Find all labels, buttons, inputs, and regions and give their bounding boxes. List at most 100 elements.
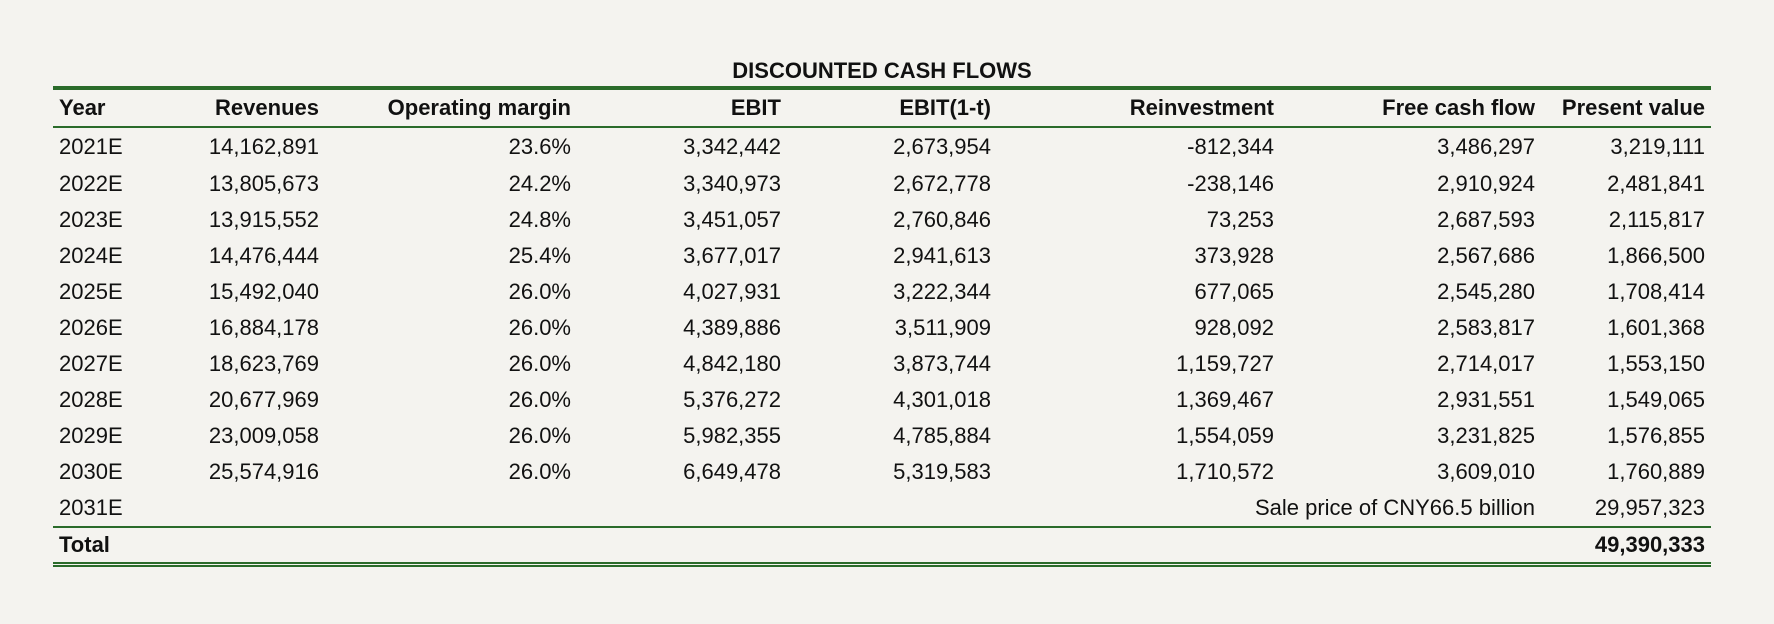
sale-price-row: 2031E Sale price of CNY66.5 billion 29,9…	[53, 490, 1711, 527]
present-value-cell: 2,115,817	[1608, 207, 1705, 232]
present-value-cell: 3,219,111	[1610, 134, 1705, 159]
year-cell: 2023E	[59, 207, 123, 232]
operating-margin-cell: 26.0%	[508, 315, 571, 340]
table-row: 2027E 18,623,769 26.0% 4,842,180 3,873,744 1,…	[53, 346, 1711, 382]
revenues-cell: 13,915,552	[208, 207, 319, 232]
ebit-after-tax-cell: 4,785,884	[893, 423, 991, 448]
table-row: 2026E 16,884,178 26.0% 4,389,886 3,511,909 92…	[53, 310, 1711, 346]
year-cell: 2027E	[59, 351, 123, 376]
reinvestment-cell: 373,928	[1194, 243, 1274, 268]
revenues-cell: 23,009,058	[208, 423, 319, 448]
col-header-revenues: Revenues	[215, 95, 319, 120]
revenues-cell: 20,677,969	[208, 387, 319, 412]
empty-cell	[165, 490, 325, 527]
revenues-cell: 14,476,444	[208, 243, 319, 268]
present-value-cell: 2,481,841	[1607, 171, 1705, 196]
ebit-cell: 3,677,017	[683, 243, 781, 268]
ebit-cell: 3,342,442	[683, 134, 781, 159]
operating-margin-cell: 26.0%	[508, 351, 571, 376]
table-row: 2023E 13,915,552 24.8% 3,451,057 2,760,846 73…	[53, 202, 1711, 238]
revenues-cell: 13,805,673	[208, 171, 319, 196]
operating-margin-cell: 26.0%	[508, 459, 571, 484]
table-row: 2028E 20,677,969 26.0% 5,376,272 4,301,018 1,…	[53, 382, 1711, 418]
col-header-ebit-after-tax: EBIT(1-t)	[899, 95, 991, 120]
operating-margin-cell: 26.0%	[508, 423, 571, 448]
ebit-cell: 5,376,272	[683, 387, 781, 412]
ebit-after-tax-cell: 4,301,018	[893, 387, 991, 412]
dcf-table-container: DISCOUNTED CASH FLOWS Year Revenues Oper…	[53, 56, 1711, 567]
operating-margin-cell: 23.6%	[508, 134, 571, 159]
ebit-after-tax-cell: 2,672,778	[893, 171, 991, 196]
revenues-cell: 18,623,769	[208, 351, 319, 376]
year-cell: 2026E	[59, 315, 123, 340]
total-label: Total	[59, 532, 110, 557]
free-cash-flow-cell: 3,609,010	[1437, 459, 1535, 484]
ebit-after-tax-cell: 3,511,909	[894, 315, 991, 340]
ebit-cell: 6,649,478	[683, 459, 781, 484]
reinvestment-cell: 928,092	[1194, 315, 1274, 340]
revenues-cell: 16,884,178	[208, 315, 319, 340]
free-cash-flow-cell: 2,687,593	[1437, 207, 1535, 232]
free-cash-flow-cell: 3,486,297	[1437, 134, 1535, 159]
revenues-cell: 25,574,916	[208, 459, 319, 484]
free-cash-flow-cell: 2,931,551	[1437, 387, 1535, 412]
free-cash-flow-cell: 2,714,017	[1437, 351, 1535, 376]
col-header-reinvestment: Reinvestment	[1129, 95, 1274, 120]
col-header-ebit: EBIT	[730, 95, 781, 120]
reinvestment-cell: 1,554,059	[1176, 423, 1274, 448]
year-cell: 2024E	[59, 243, 123, 268]
present-value-cell: 1,708,414	[1607, 279, 1705, 304]
sale-price-label: Sale price of CNY66.5 billion	[1254, 495, 1535, 520]
reinvestment-cell: 1,369,467	[1176, 387, 1274, 412]
present-value-cell: 1,553,150	[1607, 351, 1705, 376]
present-value-cell: 1,549,065	[1607, 387, 1705, 412]
table-row: 2022E 13,805,673 24.2% 3,340,973 2,672,778 -2…	[53, 166, 1711, 202]
reinvestment-cell: -812,344	[1187, 134, 1274, 159]
free-cash-flow-cell: 2,583,817	[1437, 315, 1535, 340]
reinvestment-cell: 1,159,727	[1176, 351, 1274, 376]
ebit-cell: 4,842,180	[683, 351, 781, 376]
reinvestment-cell: 1,710,572	[1176, 459, 1274, 484]
total-row: Total 49,390,333	[53, 527, 1711, 565]
col-header-year: Year	[59, 95, 106, 120]
ebit-cell: 3,451,057	[683, 207, 781, 232]
ebit-cell: 5,982,355	[683, 423, 781, 448]
operating-margin-cell: 24.2%	[508, 171, 571, 196]
ebit-cell: 4,389,886	[683, 315, 781, 340]
ebit-after-tax-cell: 2,673,954	[893, 134, 991, 159]
table-row: 2021E 14,162,891 23.6% 3,342,442 2,673,954 -8…	[53, 127, 1711, 166]
table-header: Year Revenues Operating margin EBIT EBIT…	[53, 88, 1711, 127]
ebit-after-tax-cell: 5,319,583	[893, 459, 991, 484]
present-value-cell: 1,760,889	[1607, 459, 1705, 484]
reinvestment-cell: 73,253	[1206, 207, 1274, 232]
free-cash-flow-cell: 2,567,686	[1437, 243, 1535, 268]
ebit-after-tax-cell: 3,873,744	[893, 351, 991, 376]
header-row: Year Revenues Operating margin EBIT EBIT…	[53, 88, 1711, 127]
year-cell: 2025E	[59, 279, 123, 304]
reinvestment-cell: 677,065	[1194, 279, 1274, 304]
present-value-cell: 1,601,368	[1607, 315, 1705, 340]
sale-year-cell: 2031E	[59, 495, 123, 520]
col-header-operating-margin: Operating margin	[387, 95, 571, 120]
present-value-cell: 1,576,855	[1607, 423, 1705, 448]
col-header-free-cash-flow: Free cash flow	[1382, 95, 1535, 120]
empty-cell	[577, 490, 787, 527]
ebit-cell: 4,027,931	[683, 279, 781, 304]
total-present-value: 49,390,333	[1594, 532, 1705, 557]
free-cash-flow-cell: 2,910,924	[1437, 171, 1535, 196]
ebit-after-tax-cell: 2,760,846	[893, 207, 991, 232]
ebit-cell: 3,340,973	[683, 171, 781, 196]
table-title: DISCOUNTED CASH FLOWS	[732, 58, 1032, 83]
operating-margin-cell: 26.0%	[508, 279, 571, 304]
operating-margin-cell: 26.0%	[508, 387, 571, 412]
operating-margin-cell: 24.8%	[508, 207, 571, 232]
revenues-cell: 15,492,040	[208, 279, 319, 304]
col-header-present-value: Present value	[1561, 95, 1705, 120]
sale-present-value-cell: 29,957,323	[1594, 495, 1705, 520]
table-row: 2025E 15,492,040 26.0% 4,027,931 3,222,344 67…	[53, 274, 1711, 310]
free-cash-flow-cell: 2,545,280	[1437, 279, 1535, 304]
table-row: 2030E 25,574,916 26.0% 6,649,478 5,319,583 1,…	[53, 454, 1711, 490]
reinvestment-cell: -238,146	[1187, 171, 1274, 196]
ebit-after-tax-cell: 3,222,344	[893, 279, 991, 304]
free-cash-flow-cell: 3,231,825	[1437, 423, 1535, 448]
